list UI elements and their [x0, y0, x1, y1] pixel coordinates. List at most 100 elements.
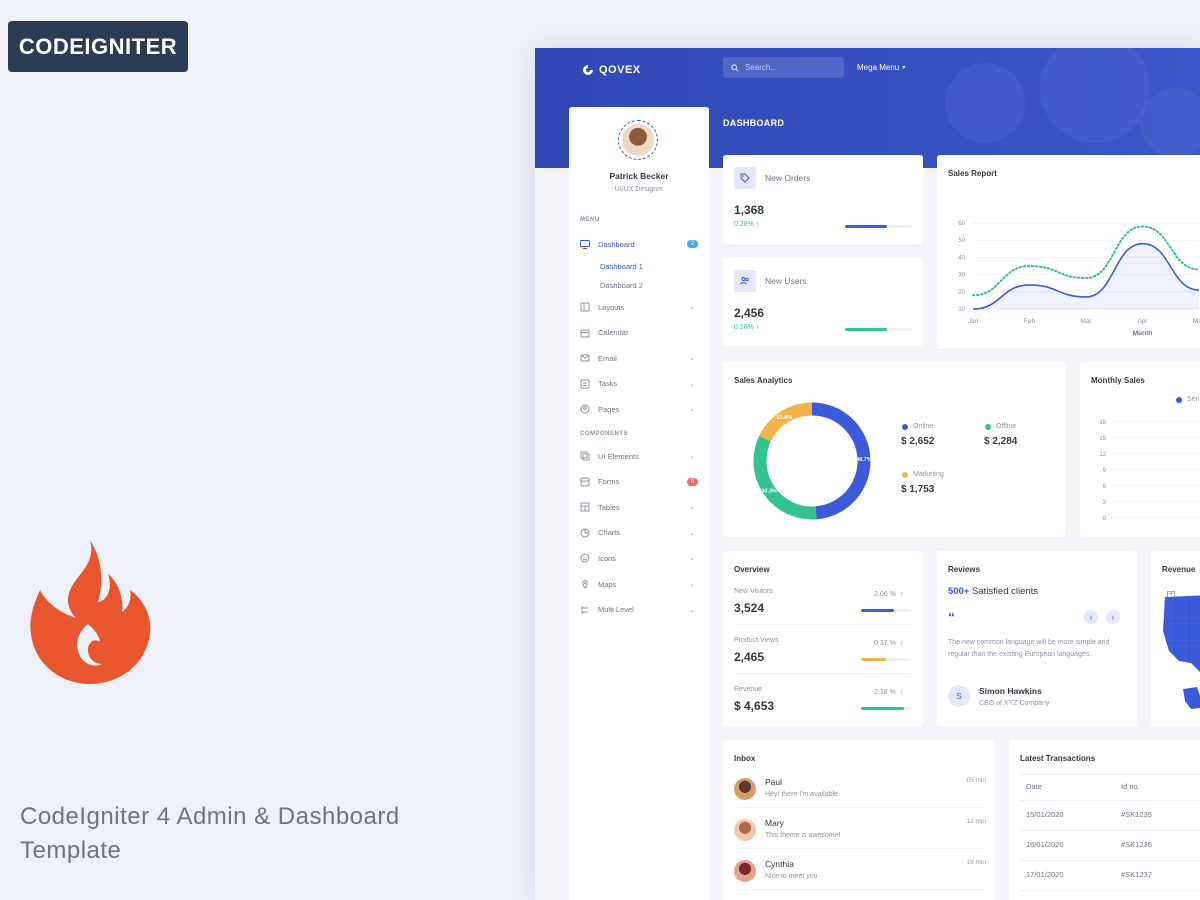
chevron-down-icon: ⌄ [689, 406, 695, 414]
inbox-sender: Paul [765, 777, 783, 787]
new-orders-label: New Orders [765, 173, 811, 183]
inbox-item[interactable]: Cynthia Nice to meet you 18 min [734, 856, 986, 896]
sidebar-subitem-dashboard-2[interactable]: Dashboard 2 [600, 281, 643, 290]
menu-section-title: MENU [580, 217, 600, 223]
y-tick-label: 18 [1099, 420, 1106, 426]
app-logo[interactable]: QOVEX [582, 62, 641, 78]
icons-icon [580, 553, 590, 563]
maps-icon [580, 579, 590, 589]
inbox-item[interactable]: Mary This theme is awesome! 12 min [734, 815, 986, 855]
sidebar-item-label: Calendar [598, 328, 629, 338]
logo-icon [583, 65, 593, 75]
chevron-down-icon: ▾ [902, 65, 906, 71]
chevron-down-icon: ⌄ [689, 355, 695, 363]
sales-analytics-card: Sales Analytics 48.7% 33.3% 17.9% Online $… [723, 362, 1066, 537]
y-tick-label: 15 [1099, 436, 1106, 442]
overview-row-fill [861, 658, 886, 661]
sidebar-item-forms[interactable]: Forms 6 [580, 475, 698, 489]
user-role: UI/UX Designer [614, 186, 664, 193]
reviews-card: Reviews 500+ Satisfied clients “ ‹ › The… [937, 551, 1137, 726]
page-title: DASHBOARD [723, 118, 785, 128]
inbox-time: 18 min [966, 859, 986, 866]
sales-analytics-donut: 48.7% 33.3% 17.9% [753, 402, 872, 520]
donut-slice-offline [753, 435, 817, 520]
sales-report-card: Sales Report 10 20 30 40 50 60 Jan Feb Mar Apr May… [937, 155, 1200, 348]
transactions-title: Latest Transactions [1020, 754, 1096, 763]
sidebar-item-dashboard[interactable]: Dashboard 2 [580, 237, 698, 251]
sidebar-item-label: Layouts [598, 302, 625, 312]
series-area [973, 243, 1199, 309]
y-tick-label: 30 [958, 273, 965, 279]
reviews-prev-button[interactable]: ‹ [1084, 610, 1098, 624]
overview-row-label: Revenue [734, 686, 763, 693]
tag-icon [734, 167, 756, 189]
x-tick-label: Mar [1080, 318, 1092, 325]
sidebar-item-tasks[interactable]: Tasks ⌄ [580, 377, 698, 391]
sidebar-item-multi-level[interactable]: Multi Level ⌄ [580, 603, 698, 617]
row-divider [734, 807, 984, 808]
sidebar-item-label: Forms [598, 477, 620, 487]
sidebar-item-label: Dashboard [598, 239, 635, 249]
inbox-sender: Mary [765, 818, 784, 828]
review-author-name: Simon Hawkins [979, 686, 1042, 696]
review-author-avatar: S [948, 685, 970, 707]
inbox-message: Nice to meet you [765, 873, 818, 880]
forms-badge: 6 [687, 477, 698, 486]
monthly-sales-title: Monthly Sales [1091, 376, 1145, 385]
new-orders-value: 1,368 [734, 203, 765, 217]
y-tick-label: 50 [958, 238, 965, 244]
sidebar-item-label: Maps [598, 579, 617, 589]
search-box[interactable] [723, 57, 844, 78]
reviews-count: 500+ [948, 586, 970, 597]
chevron-down-icon: ⌄ [689, 581, 695, 588]
inbox-message: Hey! there I'm available [765, 791, 838, 798]
sidebar-item-label: Pages [598, 404, 620, 414]
legend-label: Marketing [913, 471, 944, 478]
new-orders-card: New Orders 1,368 0.28% ↑ [723, 155, 923, 244]
revenue-card: Revenue + − [1151, 551, 1200, 726]
sidebar-item-label: Email [598, 353, 617, 363]
sidebar-subitem-dashboard-1[interactable]: Dashboard 1 [600, 262, 643, 271]
reviews-next-button[interactable]: › [1106, 610, 1120, 624]
y-tick-label: 9 [1103, 468, 1107, 474]
search-input[interactable] [745, 63, 835, 72]
reviews-title: Reviews [948, 565, 981, 574]
mega-menu-toggle[interactable]: Mega Menu ▾ [857, 63, 905, 72]
profile-avatar[interactable] [618, 120, 658, 160]
sidebar-item-tables[interactable]: Tables ⌄ [580, 500, 698, 514]
table-cell: 15/01/2020 [1026, 810, 1064, 819]
inbox-item[interactable]: Paul Hey! there I'm available 05 min [734, 774, 986, 814]
x-tick-label: Apr [1137, 318, 1148, 325]
overview-card: Overview New Visitors 3,524 2.06 % ↑ Product… [723, 551, 923, 726]
arrow-up-icon: ↑ [899, 591, 904, 598]
row-divider [734, 624, 910, 625]
avatar [734, 778, 756, 800]
donut-slice-online [811, 402, 871, 520]
overview-row-pct: 2.06 % ↑ [874, 591, 903, 598]
promo-title: CodeIgniter 4 Admin & Dashboard Template [20, 803, 400, 864]
new-users-card: New Users 2,456 0.16% ↑ [723, 258, 923, 346]
sidebar-item-maps[interactable]: Maps ⌄ [580, 577, 698, 591]
sidebar-item-icons[interactable]: Icons ⌄ [580, 551, 698, 565]
reviews-headline: 500+ Satisfied clients [948, 586, 1038, 597]
dashboard-app: QOVEX Mega Menu ▾ DASHBOARD Patrick Beck… [535, 48, 1200, 900]
chevron-down-icon: ⌄ [689, 606, 695, 614]
overview-row-fill [861, 707, 904, 710]
tables-icon [580, 502, 590, 512]
y-tick-label: 6 [1103, 484, 1107, 490]
sidebar-item-calendar[interactable]: Calendar [580, 326, 698, 340]
avatar [734, 819, 756, 841]
sidebar-item-charts[interactable]: Charts ⌄ [580, 526, 698, 540]
logo-text: QOVEX [599, 64, 641, 76]
sidebar-item-layouts[interactable]: Layouts ⌄ [580, 300, 698, 314]
chevron-down-icon: ⌄ [689, 504, 695, 512]
quote-icon: “ [948, 609, 955, 625]
legend-online: Online [902, 423, 933, 430]
search-icon [731, 63, 739, 72]
y-tick-label: 20 [958, 290, 965, 296]
new-orders-change: 0.28% ↑ [734, 221, 760, 228]
sidebar-item-ui-elements[interactable]: UI Elements ⌄ [580, 449, 698, 463]
sidebar-item-pages[interactable]: Pages ⌄ [580, 402, 698, 416]
sidebar-item-email[interactable]: Email ⌄ [580, 351, 698, 365]
overview-row-progress [861, 658, 911, 661]
